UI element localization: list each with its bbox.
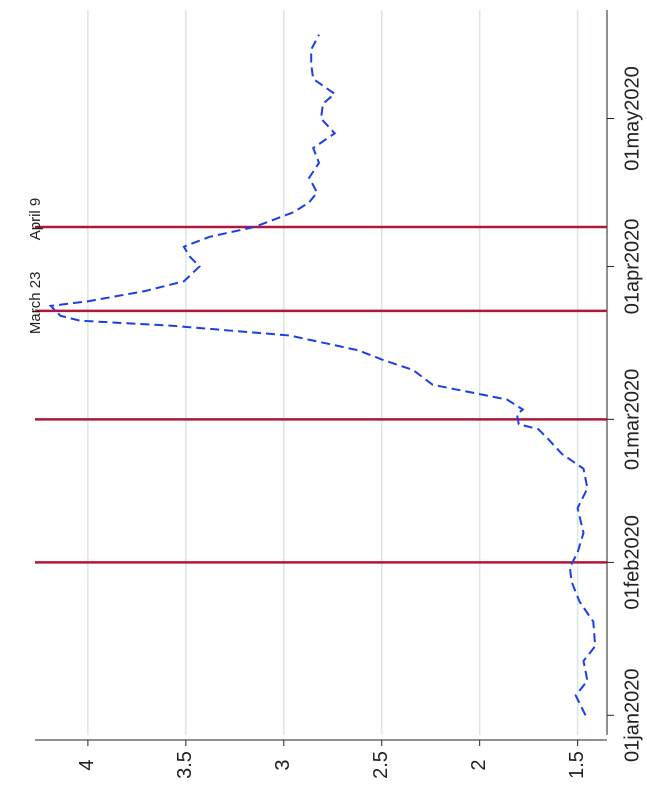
y-tick-label: 3.5: [174, 751, 196, 779]
data-line: [48, 34, 597, 716]
y-tick-label: 2.5: [370, 751, 392, 779]
y-tick-label: 2: [468, 759, 490, 770]
x-tick-label: 01apr2020: [621, 219, 643, 315]
x-tick-label: 01mar2020: [621, 369, 643, 470]
annotation: April 9: [27, 198, 44, 241]
x-tick-label: 01may2020: [621, 66, 643, 171]
x-tick-label: 01feb2020: [621, 515, 643, 610]
x-tick-label: 01jan2020: [621, 669, 643, 762]
y-tick-label: 3: [272, 759, 294, 770]
annotation: March 23: [27, 272, 44, 335]
y-tick-label: 4: [76, 759, 98, 770]
y-tick-label: 1.5: [566, 751, 588, 779]
